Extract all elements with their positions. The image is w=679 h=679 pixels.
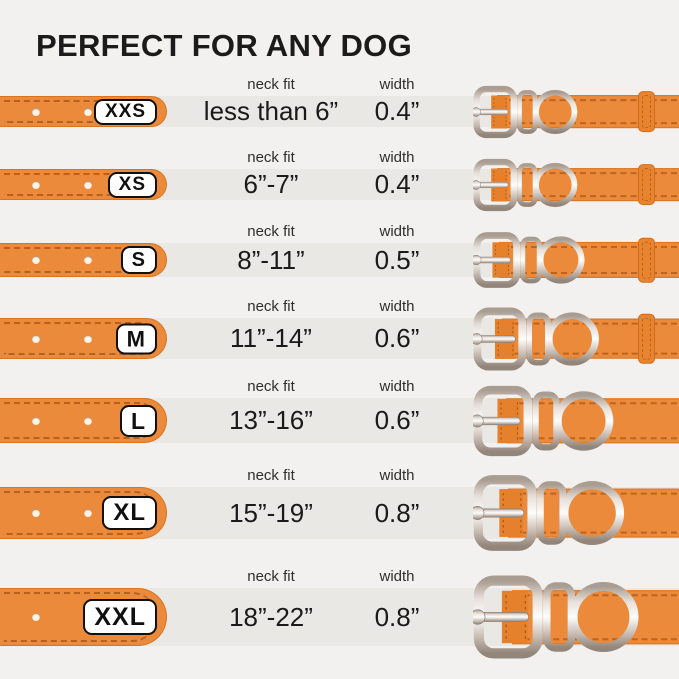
width-value: 0.4” (374, 169, 420, 199)
size-badge: S (120, 246, 157, 274)
collar-keeper-loop (638, 313, 655, 364)
buckle-dring-hardware-icon (473, 158, 578, 211)
neck-fit-value: 15”-19” (229, 498, 313, 528)
collar-strap-left: XXS (0, 96, 167, 127)
size-badge: L (119, 404, 157, 437)
collar-keeper-loop (638, 237, 655, 283)
buckle-dring-hardware-icon (473, 306, 599, 371)
collar-hole (32, 416, 40, 425)
width-column-label: width (379, 223, 415, 240)
neck-fit-value: 11”-14” (230, 323, 312, 353)
width-value: 0.6” (374, 405, 420, 435)
buckle-dring-hardware-icon (473, 385, 614, 456)
neck-fit-value: 8”-11” (237, 245, 305, 275)
collar-hole (84, 509, 92, 517)
page-title: PERFECT FOR ANY DOG (36, 28, 413, 63)
width-column-label: width (379, 467, 415, 484)
buckle-dring-hardware-icon (473, 232, 585, 288)
collar-strap-left: L (0, 398, 167, 443)
neck-fit-column-label: neck fit (247, 298, 295, 315)
size-badge: XS (107, 171, 157, 198)
collar-hardware-photo (473, 382, 679, 460)
collar-hole (84, 416, 92, 425)
neck-fit-value: 13”-16” (229, 405, 313, 435)
neck-fit-column-label: neck fit (247, 378, 295, 395)
neck-fit-column-label: neck fit (247, 467, 295, 484)
collar-hole (84, 180, 92, 189)
collar-strap-right (508, 488, 679, 538)
collar-hole (84, 334, 92, 343)
collar-hardware-photo (473, 471, 679, 555)
collar-keeper-loop (638, 90, 655, 133)
collar-hardware-photo (473, 83, 679, 141)
width-value: 0.6” (374, 323, 420, 353)
collar-hardware-photo (473, 571, 679, 663)
collar-hole (84, 107, 92, 116)
collar-hole (32, 613, 40, 621)
collar-hole (32, 180, 40, 189)
width-value: 0.8” (374, 602, 420, 632)
collar-strap-left: XXL (0, 588, 167, 646)
buckle-dring-hardware-icon (473, 475, 625, 551)
neck-fit-column-label: neck fit (247, 568, 295, 585)
width-column-label: width (379, 378, 415, 395)
collar-hole (32, 256, 40, 264)
collar-strap-left: S (0, 243, 167, 277)
collar-strap-left: M (0, 318, 167, 359)
neck-fit-column-label: neck fit (247, 76, 295, 93)
size-badge: XL (102, 496, 157, 530)
neck-fit-value: 18”-22” (229, 602, 313, 632)
collar-keeper-loop (638, 163, 655, 206)
width-column-label: width (379, 76, 415, 93)
size-badge: M (115, 323, 157, 354)
width-value: 0.8” (374, 498, 420, 528)
size-badge: XXL (83, 599, 157, 635)
buckle-dring-hardware-icon (473, 575, 639, 659)
neck-fit-value: less than 6” (203, 96, 339, 126)
neck-fit-column-label: neck fit (247, 223, 295, 240)
neck-fit-column-label: neck fit (247, 149, 295, 166)
collar-hole (32, 107, 40, 116)
collar-hardware-photo (473, 156, 679, 214)
width-column-label: width (379, 298, 415, 315)
width-column-label: width (379, 568, 415, 585)
width-value: 0.5” (374, 245, 420, 275)
collar-hole (84, 256, 92, 264)
collar-hardware-photo (473, 304, 679, 374)
width-value: 0.4” (374, 96, 420, 126)
buckle-dring-hardware-icon (473, 85, 578, 138)
size-badge: XXS (93, 98, 157, 125)
collar-hole (32, 334, 40, 343)
collar-strap-left: XL (0, 487, 167, 539)
width-column-label: width (379, 149, 415, 166)
neck-fit-value: 6”-7” (243, 169, 299, 199)
collar-strap-left: XS (0, 169, 167, 200)
collar-hardware-photo (473, 229, 679, 291)
collar-hole (32, 509, 40, 517)
